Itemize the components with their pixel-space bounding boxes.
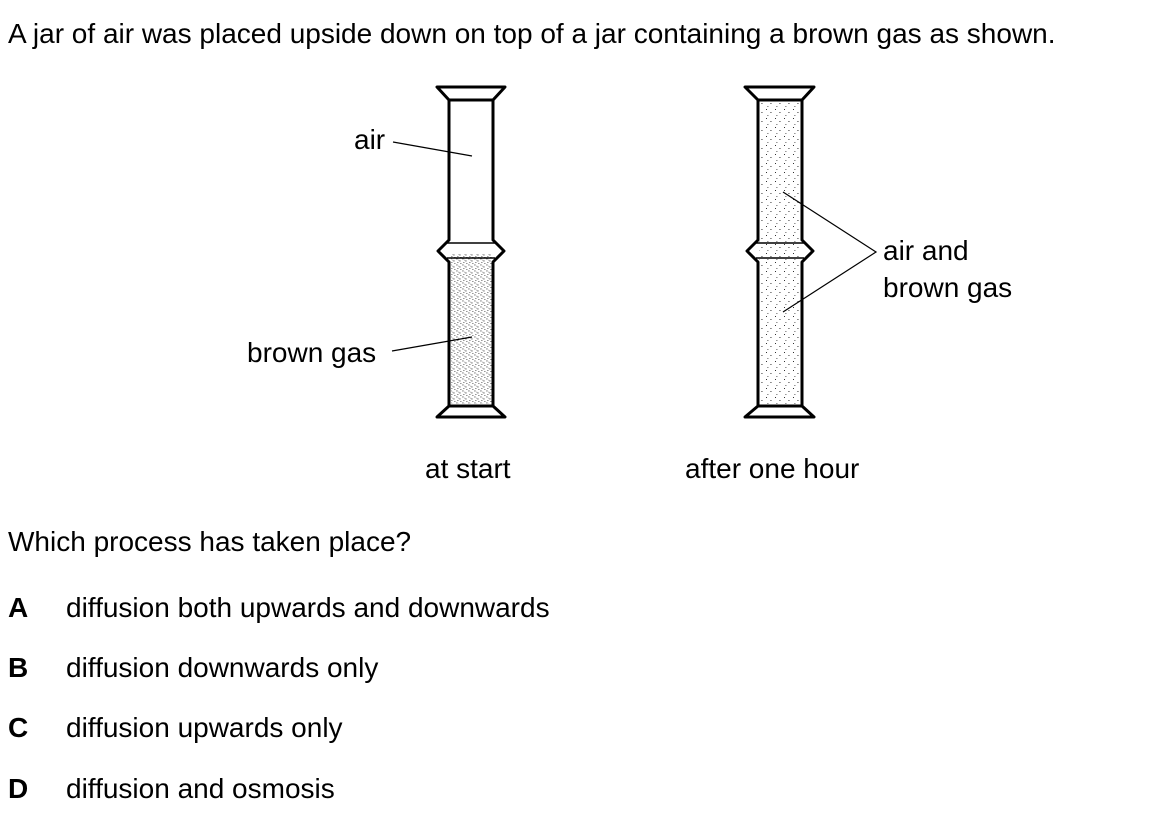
left-wall [436, 100, 451, 406]
bottom-flange [435, 404, 507, 419]
air-and-label: air and [883, 235, 969, 266]
jar-pair-after-one-hour: air and brown gas after one hour [685, 85, 1012, 484]
right-wall-right [800, 100, 815, 406]
brown-gas-leader-line [391, 336, 473, 352]
after-one-hour-caption: after one hour [685, 453, 859, 484]
lower-jar-brown-gas-fill [451, 254, 492, 404]
air-leader-line [392, 141, 473, 157]
option-d-letter[interactable]: D [8, 773, 29, 804]
air-label: air [354, 124, 385, 155]
top-flange [435, 85, 507, 102]
top-flange-right [743, 85, 816, 102]
question-text: Which process has taken place? [8, 526, 412, 557]
option-a-letter[interactable]: A [8, 592, 29, 623]
option-d-text[interactable]: diffusion and osmosis [66, 773, 335, 804]
intro-text: A jar of air was placed upside down on t… [8, 18, 1056, 49]
at-start-caption: at start [425, 453, 511, 484]
option-c-text[interactable]: diffusion upwards only [66, 712, 343, 743]
left-wall-right [745, 100, 760, 406]
right-wall [491, 100, 506, 406]
option-a-text[interactable]: diffusion both upwards and downwards [66, 592, 550, 623]
gas-jars-diagram: air brown gas at start air and brown gas… [247, 85, 1012, 484]
mixed-gas-leader-lines [782, 191, 878, 313]
brown-gas-label: brown gas [247, 337, 376, 368]
jar-pair-at-start: air brown gas at start [247, 85, 511, 484]
option-b-letter[interactable]: B [8, 652, 29, 683]
brown-gas-label-right: brown gas [883, 272, 1012, 303]
mixed-gas-fill [759, 100, 802, 404]
bottom-flange-right [743, 404, 816, 419]
upper-jar-air-fill [449, 100, 493, 244]
option-c-letter[interactable]: C [8, 712, 29, 743]
option-b-text[interactable]: diffusion downwards only [66, 652, 379, 683]
